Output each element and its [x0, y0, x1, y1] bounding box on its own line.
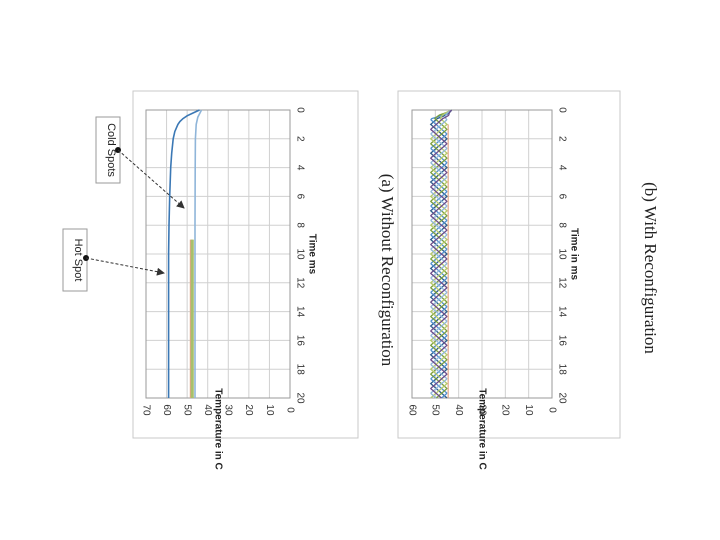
- time-tick-label: 18: [556, 364, 567, 376]
- time-tick-label: 18: [294, 364, 305, 376]
- chart-a-annotations: Hot Spot Cold Spots: [62, 116, 185, 292]
- time-tick-label: 0: [556, 107, 567, 113]
- temperature-tick-label: 10: [523, 404, 534, 416]
- hot-spot-box: [62, 228, 88, 292]
- time-tick-label: 10: [294, 248, 305, 260]
- time-tick-label: 8: [556, 222, 567, 228]
- temperature-tick-label: 20: [500, 404, 511, 416]
- temperature-tick-label: 40: [453, 404, 464, 416]
- x-axis-title: Time in ms: [568, 228, 579, 280]
- temperature-tick-label: 0: [284, 407, 295, 413]
- hot-spot-label: Hot Spot: [72, 239, 84, 282]
- chart-a: 0 2 4 6 8 10 12 14 16 18 20 0 10 20 30 40 50 60 70 Time ms T…: [62, 90, 397, 470]
- time-tick-label: 0: [294, 107, 305, 113]
- plot-area-border: [411, 109, 553, 399]
- y-axis-title: Temperature in C: [212, 388, 223, 470]
- time-tick-label: 12: [294, 277, 305, 289]
- temperature-tick-label: 40: [202, 404, 213, 416]
- series-line-2: [194, 109, 203, 398]
- x-axis-title: Time ms: [306, 234, 317, 275]
- chart-a-frame: [132, 90, 359, 439]
- time-tick-label: 4: [556, 165, 567, 171]
- temperature-tick-label: 50: [182, 404, 193, 416]
- temperature-tick-label: 30: [476, 404, 487, 416]
- time-tick-label: 14: [294, 306, 305, 318]
- cold-spots-box: [95, 116, 121, 184]
- time-tick-label: 10: [556, 248, 567, 260]
- time-tick-label: 4: [294, 165, 305, 171]
- cold-spots-label: Cold Spots: [105, 123, 117, 177]
- time-tick-label: 6: [294, 194, 305, 200]
- time-tick-label: 20: [556, 392, 567, 404]
- time-tick-label: 20: [294, 392, 305, 404]
- time-tick-label: 16: [556, 335, 567, 347]
- temperature-tick-label: 70: [140, 404, 151, 416]
- chart-b-plot: 0 2 4 6 8 10 12 14 16 18 20 0 10 20 30 40 50 60 Time in ms…: [406, 107, 579, 470]
- time-tick-label: 2: [556, 136, 567, 142]
- y-axis-title: Temperature in C: [476, 388, 487, 470]
- plot-area-border: [145, 109, 291, 399]
- temperature-tick-label: 50: [430, 404, 441, 416]
- time-tick-label: 16: [294, 335, 305, 347]
- temperature-tick-label: 30: [223, 404, 234, 416]
- temperature-tick-label: 60: [161, 404, 172, 416]
- series-line-6: [429, 109, 453, 399]
- hot-spot-arrow: [85, 257, 165, 276]
- time-tick-label: 6: [556, 194, 567, 200]
- temperature-tick-label: 10: [264, 404, 275, 416]
- series-line-1: [167, 109, 200, 398]
- temperature-tick-label: 20: [243, 404, 254, 416]
- chart-a-plot: 0 2 4 6 8 10 12 14 16 18 20 0 10 20 30 40 50 60 70 Time ms T…: [140, 107, 317, 470]
- time-tick-label: 2: [294, 136, 305, 142]
- series-line-5: [430, 109, 453, 399]
- chart-a-caption: (a) Without Reconfiguration: [378, 174, 397, 367]
- time-tick-label: 8: [294, 222, 305, 228]
- temperature-tick-label: 0: [546, 407, 557, 413]
- chart-b-caption: (b) With Reconfiguration: [641, 182, 660, 354]
- time-tick-label: 12: [556, 277, 567, 289]
- chart-b: 0 2 4 6 8 10 12 14 16 18 20 0 10 20 30 40 50 60 Time in ms…: [397, 90, 660, 470]
- temperature-tick-label: 60: [406, 404, 417, 416]
- time-tick-label: 14: [556, 306, 567, 318]
